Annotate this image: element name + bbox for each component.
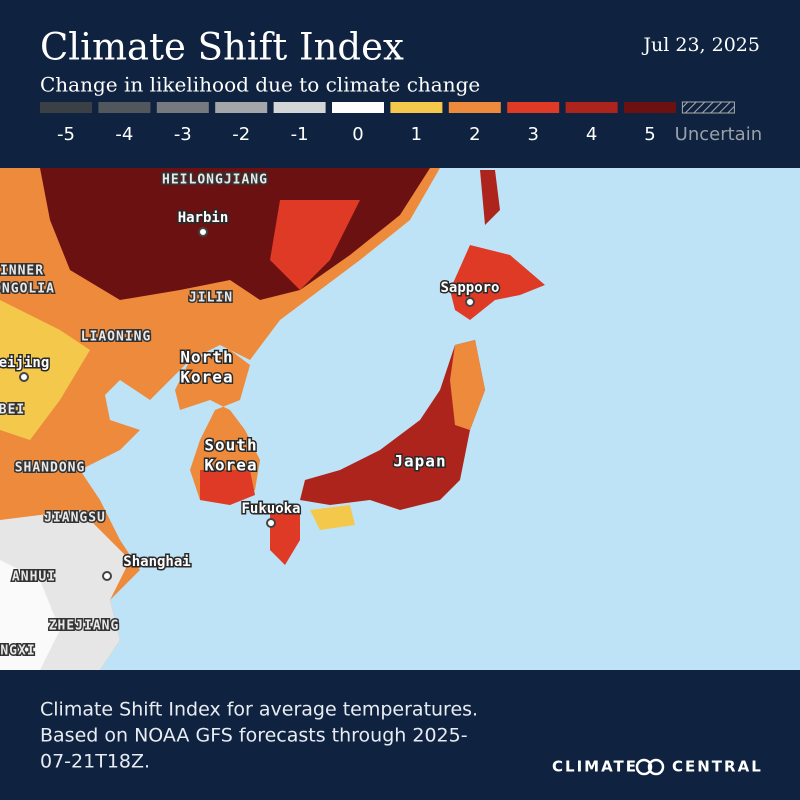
map-label: HEILONGJIANG — [162, 173, 268, 188]
footer: Climate Shift Index for average temperat… — [40, 699, 478, 773]
tohoku — [450, 340, 485, 430]
legend-label: -2 — [232, 124, 250, 145]
map-label: NGXI — [0, 644, 35, 659]
map-label: Shanghai — [123, 554, 190, 570]
title: Climate Shift Index — [40, 26, 404, 69]
legend-swatch — [565, 102, 618, 113]
legend-swatch — [681, 101, 735, 114]
map-label: BEI — [0, 403, 25, 418]
map-label: Korea — [204, 456, 257, 475]
region-patch — [270, 200, 360, 290]
shikoku — [310, 505, 355, 530]
legend-swatch — [332, 102, 384, 113]
logo-text: CLIMATE — [552, 758, 638, 776]
map-labels: HEILONGJIANG Harbin INNER ONGOLIA JILIN LIAON… — [0, 171, 501, 660]
map-label: ANHUI — [12, 570, 56, 585]
legend-label: 2 — [469, 124, 480, 145]
legend-swatch — [624, 102, 676, 113]
sakhalin — [480, 170, 500, 225]
map-label: North — [180, 348, 233, 367]
logo-icon — [647, 758, 665, 776]
caption: Climate Shift Index for average temperat… — [40, 699, 478, 721]
legend-label: 0 — [352, 124, 363, 145]
korea-south — [200, 470, 255, 505]
logo-icon — [635, 758, 653, 776]
map-label: Japan — [393, 452, 446, 471]
legend-label: 5 — [644, 124, 655, 145]
kyushu — [270, 505, 300, 565]
map-label: ZHEJIANG — [49, 619, 120, 634]
map-label: ONGOLIA — [0, 282, 55, 297]
legend-label: -3 — [174, 124, 192, 145]
legend-swatch — [40, 102, 92, 113]
legend-label: -4 — [115, 124, 133, 145]
legend-swatch — [507, 102, 560, 113]
map-label: South — [204, 436, 257, 455]
map-label: Sapporo — [440, 280, 499, 296]
region-patch — [0, 560, 60, 670]
map-label: LIAONING — [81, 330, 152, 345]
map-label: JIANGSU — [44, 511, 106, 526]
city-dot — [198, 227, 208, 237]
caption: 07-21T18Z. — [40, 751, 150, 773]
legend-label: 4 — [586, 124, 597, 145]
legend-swatch — [156, 102, 209, 113]
logo: CLIMATE CENTRAL — [552, 758, 763, 776]
legend-swatch — [215, 102, 268, 113]
legend-swatch — [448, 102, 501, 113]
date: Jul 23, 2025 — [641, 34, 760, 56]
legend-label: -1 — [291, 124, 309, 145]
legend-label: 3 — [527, 124, 538, 145]
map-label: Korea — [180, 368, 233, 387]
city-dot — [19, 372, 29, 382]
caption: Based on NOAA GFS forecasts through 2025… — [40, 725, 468, 747]
legend: -5 -4 -3 -2 -1 0 1 2 3 4 5 Uncertain — [40, 101, 762, 145]
korea — [175, 350, 260, 505]
city-dot — [266, 518, 276, 528]
region-patch — [0, 300, 90, 440]
honshu — [300, 340, 485, 510]
legend-label: 1 — [411, 124, 422, 145]
map-label: Harbin — [178, 210, 229, 226]
map-label: Fukuoka — [241, 501, 300, 517]
map-label: eijing — [0, 355, 49, 371]
subtitle: Change in likelihood due to climate chan… — [40, 73, 480, 97]
legend-swatch — [273, 102, 326, 113]
city-dot — [102, 571, 112, 581]
legend-swatch — [390, 102, 443, 113]
map — [0, 168, 800, 670]
city-dot — [465, 297, 475, 307]
map-label: SHANDONG — [15, 461, 86, 476]
legend-label: Uncertain — [675, 124, 762, 145]
map-label: INNER — [0, 264, 44, 279]
logo-text: CENTRAL — [672, 758, 763, 776]
map-label: JILIN — [189, 291, 233, 306]
legend-swatch — [98, 102, 151, 113]
legend-label: -5 — [57, 124, 75, 145]
